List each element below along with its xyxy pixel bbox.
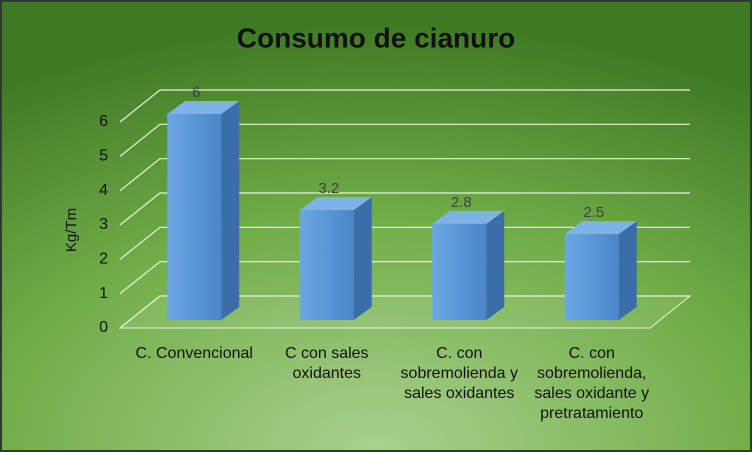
bar-top — [167, 101, 240, 114]
grid-line — [119, 123, 690, 157]
value-label: 3.2 — [318, 180, 339, 197]
bar — [564, 234, 619, 320]
grid-line — [119, 158, 690, 192]
chart-title: Consumo de cianuro — [237, 22, 515, 53]
bar — [299, 210, 354, 320]
y-tick-label: 2 — [99, 251, 108, 268]
grid-line — [119, 295, 690, 329]
y-tick-label: 6 — [99, 113, 108, 130]
grid-line — [119, 261, 690, 295]
bar — [167, 114, 222, 320]
x-tick-label: C con sales oxidantes — [284, 345, 369, 382]
value-label: 6 — [192, 84, 200, 101]
y-tick-label: 5 — [99, 148, 108, 165]
y-tick-label: 1 — [99, 285, 108, 302]
bar-side — [221, 101, 240, 320]
bar — [432, 223, 487, 320]
y-axis-label: Kg/Tm — [63, 208, 80, 252]
grid-line — [119, 89, 690, 123]
y-tick-label: 4 — [99, 182, 108, 199]
bar-side — [618, 221, 637, 320]
bar-side — [486, 210, 505, 320]
y-tick-label: 3 — [99, 216, 108, 233]
bar-top — [299, 197, 372, 211]
bar-side — [353, 197, 372, 320]
x-tick-label: C. con sobremolienda, sales oxidante y p… — [534, 345, 650, 422]
bar-top — [564, 221, 637, 235]
grid-line — [119, 192, 690, 226]
x-tick-label: C. Convencional — [135, 345, 253, 362]
grid-line — [119, 226, 690, 260]
y-tick-label: 0 — [99, 319, 108, 336]
x-tick-label: C. con sobremolienda y sales oxidantes — [400, 345, 518, 402]
bar-top — [432, 210, 505, 224]
value-label: 2.5 — [583, 204, 604, 221]
value-label: 2.8 — [451, 194, 472, 211]
